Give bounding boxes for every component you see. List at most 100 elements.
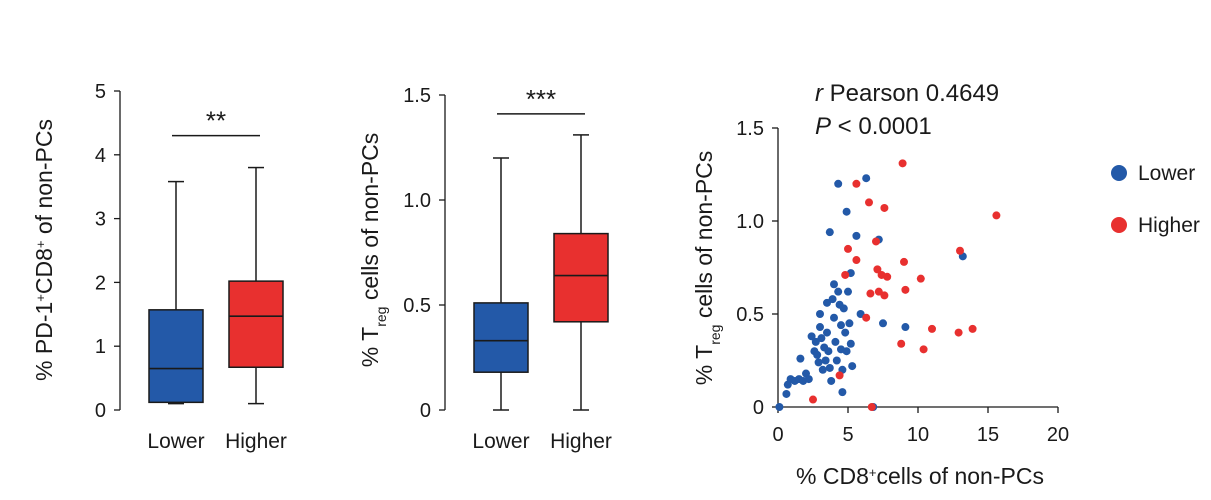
point-lower xyxy=(838,388,847,397)
x-tick-label: 15 xyxy=(977,424,999,446)
point-lower xyxy=(827,376,836,385)
point-higher xyxy=(865,198,873,207)
y-tick-label: 0 xyxy=(420,400,431,422)
y-tick-label: 0 xyxy=(753,397,764,419)
p-value-label: P < 0.0001 xyxy=(815,113,932,140)
x-ticks: 0 5 10 15 20 xyxy=(772,407,1069,446)
point-lower xyxy=(782,389,791,398)
point-lower xyxy=(814,358,823,367)
box-higher xyxy=(228,166,284,405)
point-higher xyxy=(880,203,889,212)
box-iqr xyxy=(148,309,204,404)
y-tick-label: 0.5 xyxy=(403,295,431,317)
pearson-r-label: r Pearson 0.4649 xyxy=(815,80,999,107)
y-tick-label: 1.0 xyxy=(736,211,764,233)
y-tick-label: 2 xyxy=(95,272,106,294)
point-lower xyxy=(821,356,830,365)
point-higher xyxy=(898,159,907,168)
point-lower xyxy=(862,174,871,183)
point-lower xyxy=(828,295,837,304)
point-lower xyxy=(796,354,805,363)
point-lower xyxy=(845,319,854,328)
y-tick-label: 5 xyxy=(95,81,106,103)
y-tick-label: 1.5 xyxy=(403,85,431,107)
y-tick-label: 4 xyxy=(95,145,106,167)
point-higher xyxy=(900,257,908,266)
legend: Lower Higher xyxy=(1111,162,1200,237)
point-higher xyxy=(867,403,876,411)
point-higher xyxy=(897,339,906,348)
box-lower xyxy=(148,180,204,405)
point-higher xyxy=(844,244,852,253)
box-iqr xyxy=(473,302,529,373)
y-ticks: 0 1 2 3 4 5 xyxy=(95,81,120,422)
legend-label-lower: Lower xyxy=(1138,162,1195,185)
point-higher xyxy=(852,179,861,188)
point-higher xyxy=(968,324,977,333)
point-lower xyxy=(775,403,784,411)
point-higher xyxy=(872,237,880,246)
scatter-points xyxy=(775,159,1001,411)
point-lower xyxy=(842,347,851,356)
point-lower xyxy=(842,207,851,216)
point-lower xyxy=(825,363,834,372)
point-lower xyxy=(844,287,852,296)
point-lower xyxy=(807,332,816,341)
point-higher xyxy=(916,274,925,283)
category-label-higher: Higher xyxy=(225,430,287,453)
cd8-vs-treg-scatter: r Pearson 0.4649 P < 0.0001 % Treg cells… xyxy=(691,80,1200,489)
point-lower xyxy=(879,319,887,328)
point-lower xyxy=(824,347,833,356)
point-higher xyxy=(883,272,892,281)
boxes xyxy=(148,166,284,405)
point-lower xyxy=(817,334,826,343)
point-lower xyxy=(823,328,831,337)
point-higher xyxy=(852,256,861,265)
point-higher xyxy=(992,211,1001,220)
point-higher xyxy=(919,345,928,354)
point-higher xyxy=(862,313,871,322)
box-lower xyxy=(473,157,529,411)
category-label-higher: Higher xyxy=(550,430,612,453)
y-tick-label: 0 xyxy=(95,400,106,422)
point-lower xyxy=(846,339,855,348)
legend-marker-lower xyxy=(1111,165,1127,181)
y-tick-label: 1.0 xyxy=(403,190,431,212)
point-higher xyxy=(835,371,844,380)
legend-label-higher: Higher xyxy=(1138,214,1200,237)
boxes xyxy=(473,134,609,411)
point-lower xyxy=(834,179,843,188)
point-lower xyxy=(816,310,824,318)
point-lower xyxy=(831,337,840,346)
significance-label: ** xyxy=(206,106,226,136)
x-tick-label: 20 xyxy=(1047,424,1069,446)
category-label-lower: Lower xyxy=(147,430,204,453)
y-tick-label: 1 xyxy=(95,336,106,358)
point-lower xyxy=(813,350,822,359)
point-higher xyxy=(901,285,910,294)
point-lower xyxy=(834,287,843,296)
point-higher xyxy=(809,395,817,404)
point-lower xyxy=(832,356,841,365)
y-axis-title: % Treg cells of non-PCs xyxy=(691,151,723,386)
legend-marker-higher xyxy=(1111,217,1127,233)
pd1-cd8-boxplot: % PD-1+CD8+ of non-PCs 0 1 2 3 4 5 ** Lower H… xyxy=(31,81,287,453)
point-lower xyxy=(837,321,845,330)
point-higher xyxy=(928,324,936,333)
point-higher xyxy=(873,265,882,274)
point-lower xyxy=(848,362,857,371)
x-tick-label: 10 xyxy=(907,424,929,446)
y-tick-label: 3 xyxy=(95,209,106,231)
category-label-lower: Lower xyxy=(472,430,529,453)
x-tick-label: 5 xyxy=(842,424,853,446)
point-lower xyxy=(830,313,838,322)
point-lower xyxy=(839,304,848,313)
box-iqr xyxy=(228,280,284,369)
x-tick-label: 0 xyxy=(772,424,783,446)
point-higher xyxy=(880,291,889,300)
box-iqr xyxy=(553,232,609,323)
y-ticks: 0 0.5 1.0 1.5 xyxy=(403,85,445,422)
point-lower xyxy=(825,228,834,237)
x-axis-title: % CD8+cells of non-PCs xyxy=(796,463,1044,489)
